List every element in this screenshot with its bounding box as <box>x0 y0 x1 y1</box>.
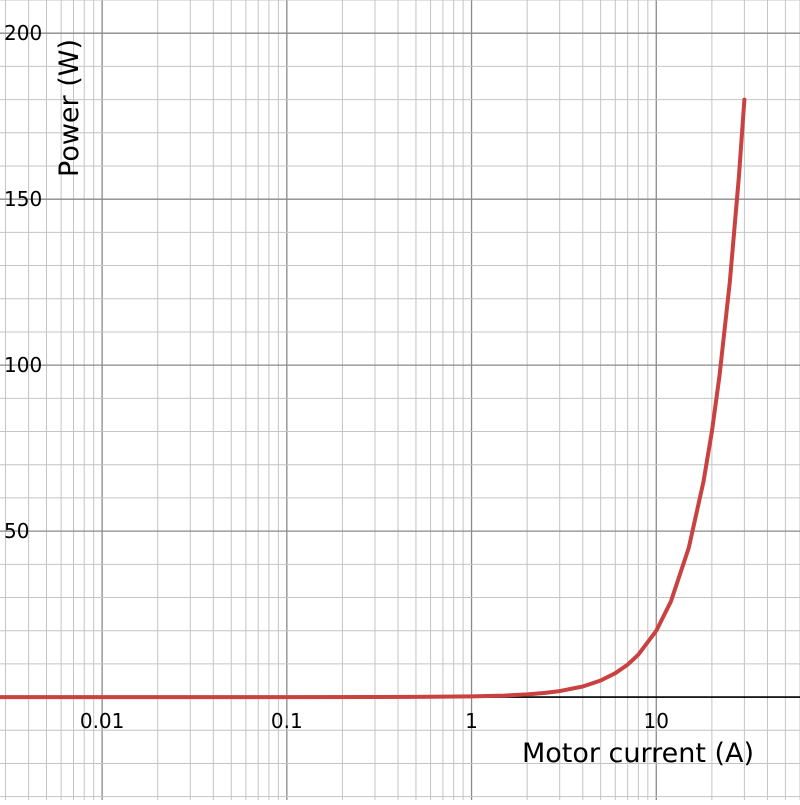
tick-labels: 0.01 0.1 1 10 50 100 150 200 <box>4 21 669 733</box>
x-axis-label: Motor current (A) <box>522 738 754 769</box>
series <box>0 97 747 700</box>
x-tick-label: 0.01 <box>80 709 125 733</box>
y-axis-label: Power (W) <box>54 39 85 177</box>
y-tick-label: 50 <box>4 519 29 543</box>
y-tick-label: 150 <box>4 187 42 211</box>
x-tick-label: 1 <box>465 709 478 733</box>
x-tick-label: 10 <box>644 709 669 733</box>
y-tick-label: 200 <box>4 21 42 45</box>
power-curve-line <box>0 97 747 700</box>
x-tick-label: 0.1 <box>271 709 303 733</box>
y-tick-label: 100 <box>4 353 42 377</box>
